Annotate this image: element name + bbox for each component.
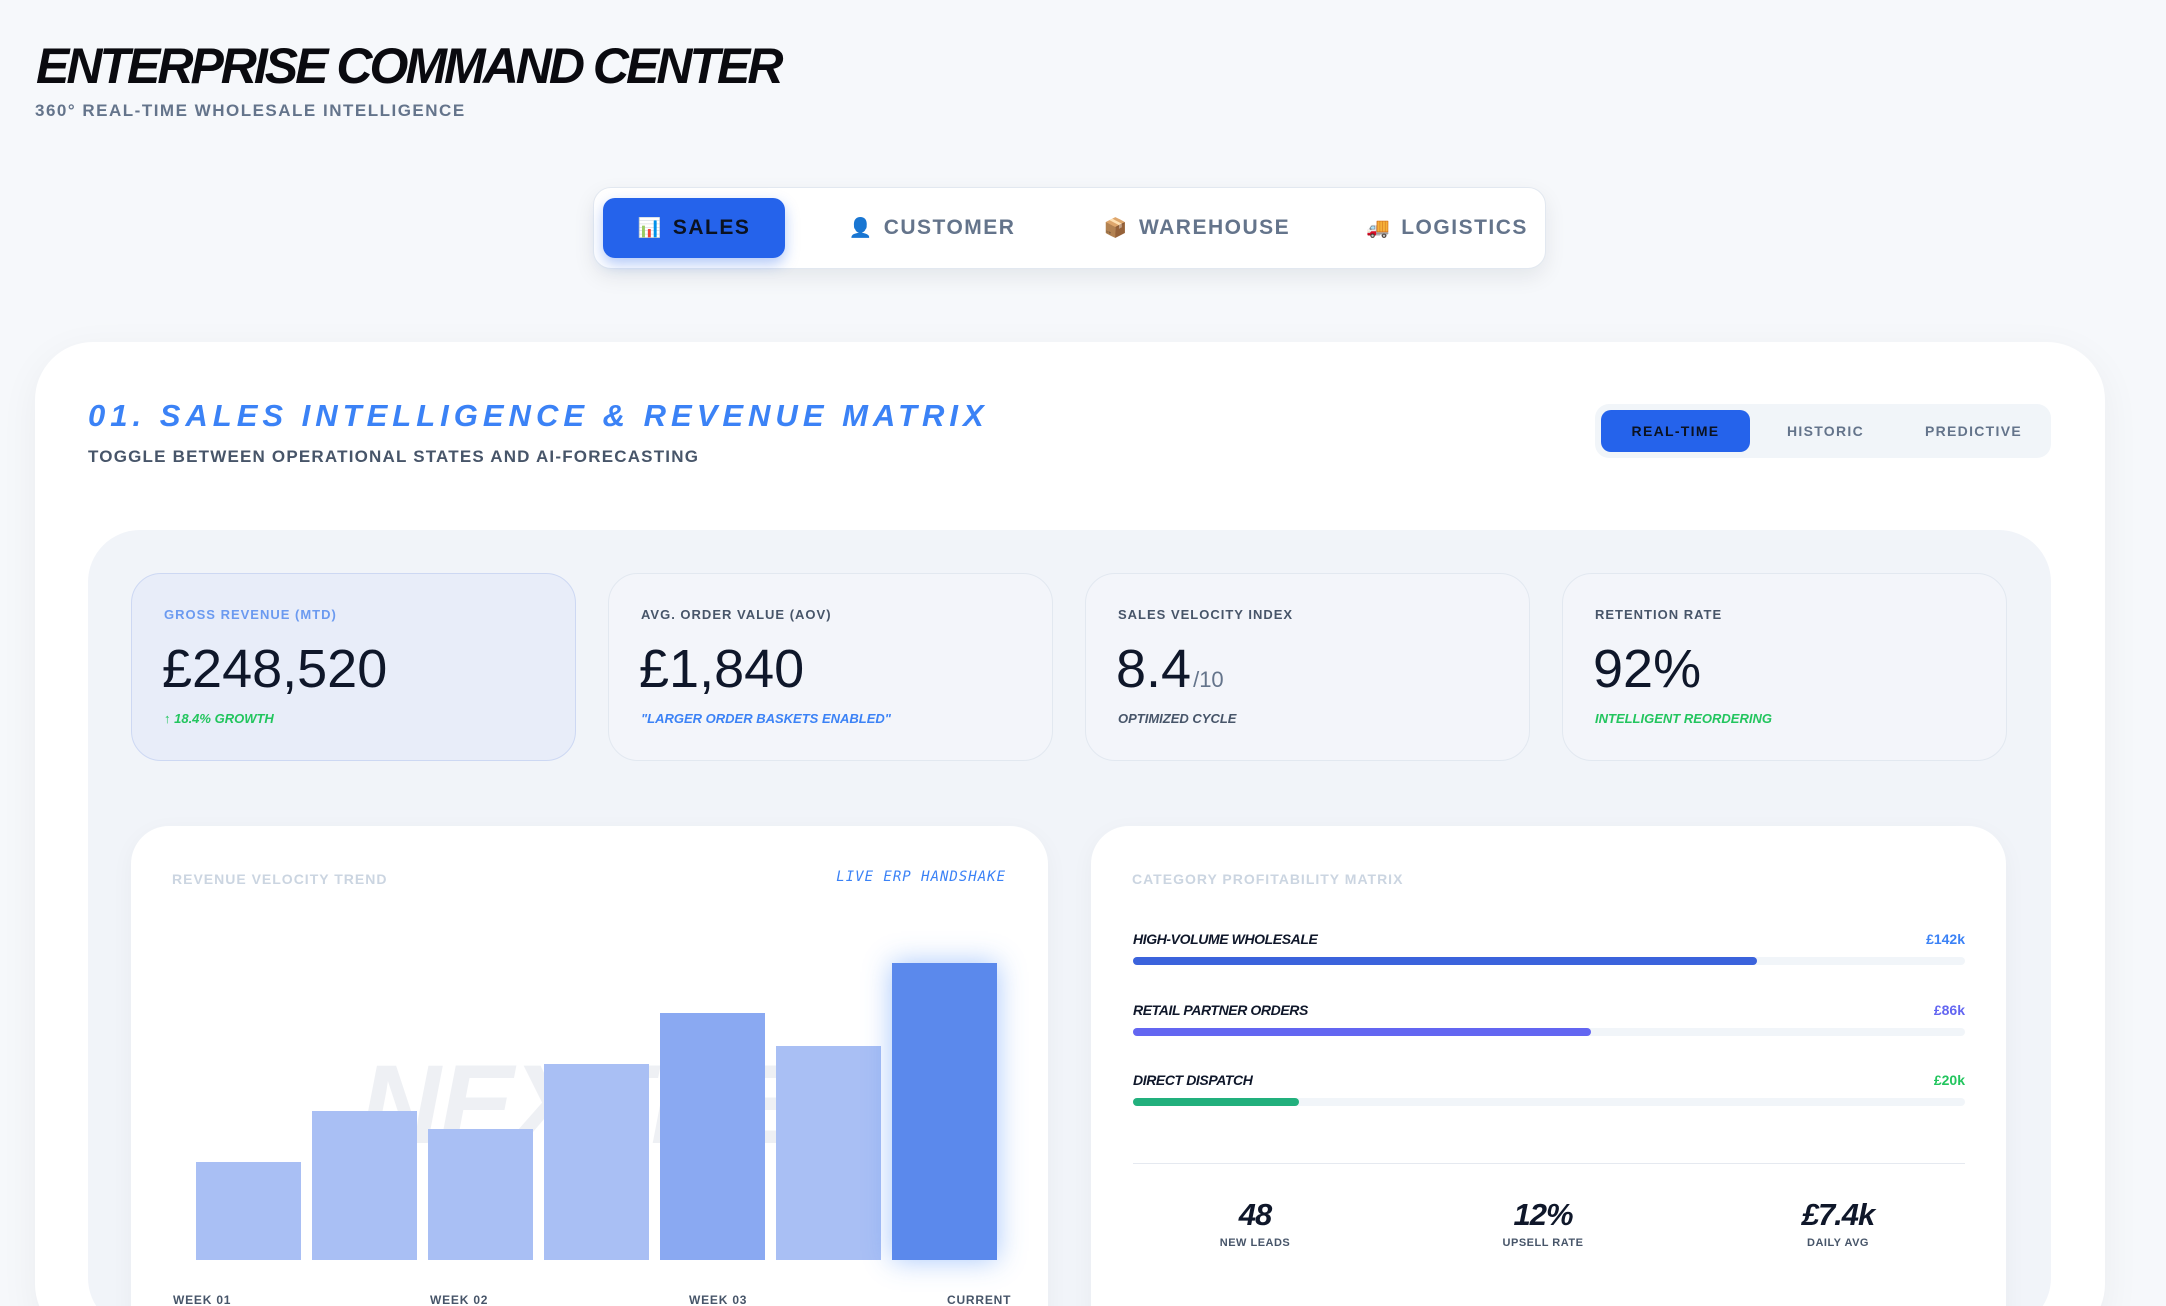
- user-icon: 👤: [848, 217, 874, 239]
- divider: [1133, 1163, 1965, 1164]
- kpi-value: 92%: [1593, 639, 1702, 699]
- category-value: £142k: [1926, 931, 1965, 947]
- page-subtitle: 360° REAL-TIME WHOLESALE INTELLIGENCE: [35, 101, 466, 120]
- tab-label: LOGISTICS: [1401, 216, 1528, 239]
- kpi-label: GROSS REVENUE (MTD): [164, 607, 337, 622]
- chart-title: REVENUE VELOCITY TREND: [172, 871, 388, 887]
- category-matrix-card: CATEGORY PROFITABILITY MATRIX: [1091, 826, 2006, 1306]
- stat-label: UPSELL RATE: [1502, 1237, 1584, 1249]
- x-tick-label: WEEK 01: [173, 1293, 232, 1306]
- kpi-card-aov[interactable]: AVG. ORDER VALUE (AOV) £1,840 "LARGER OR…: [608, 573, 1053, 761]
- category-name: DIRECT DISPATCH: [1133, 1072, 1253, 1088]
- tab-sales[interactable]: 📊 SALES: [603, 198, 785, 258]
- tab-warehouse[interactable]: 📦 WAREHOUSE: [1072, 198, 1322, 258]
- kpi-note: OPTIMIZED CYCLE: [1118, 711, 1237, 726]
- mode-realtime-button[interactable]: REAL-TIME: [1601, 410, 1750, 452]
- tab-customer[interactable]: 👤 CUSTOMER: [822, 198, 1042, 258]
- mode-historic-button[interactable]: HISTORIC: [1786, 423, 1865, 439]
- truck-icon: 🚚: [1366, 217, 1392, 239]
- category-fill: [1133, 957, 1757, 965]
- tab-label: WAREHOUSE: [1138, 216, 1291, 239]
- section-subtitle: TOGGLE BETWEEN OPERATIONAL STATES AND AI…: [88, 447, 700, 466]
- category-track: [1133, 1028, 1965, 1036]
- kpi-note: "LARGER ORDER BASKETS ENABLED": [641, 711, 891, 726]
- module-tabbar: 📊 SALES 👤 CUSTOMER 📦 WAREHOUSE 🚚 LOGISTI…: [593, 187, 1546, 269]
- revenue-bar[interactable]: [544, 1064, 649, 1260]
- stat-value: £7.4k: [1801, 1197, 1876, 1232]
- kpi-note: INTELLIGENT REORDERING: [1595, 711, 1772, 726]
- matrix-title: CATEGORY PROFITABILITY MATRIX: [1132, 871, 1404, 887]
- section-title: 01. SALES INTELLIGENCE & REVENUE MATRIX: [88, 398, 989, 433]
- stat-label: DAILY AVG: [1807, 1237, 1869, 1249]
- tab-label: SALES: [672, 216, 751, 239]
- stat-daily-avg: £7.4k DAILY AVG: [1748, 1195, 1928, 1249]
- stat-upsell-rate: 12% UPSELL RATE: [1453, 1195, 1633, 1249]
- x-tick-label: CURRENT: [947, 1293, 1012, 1306]
- kpi-card-retention[interactable]: RETENTION RATE 92% INTELLIGENT REORDERIN…: [1562, 573, 2007, 761]
- category-name: HIGH-VOLUME WHOLESALE: [1133, 931, 1318, 947]
- x-tick-label: WEEK 02: [430, 1293, 489, 1306]
- revenue-bar[interactable]: [776, 1046, 881, 1260]
- stat-label: NEW LEADS: [1219, 1237, 1291, 1249]
- x-tick-label: WEEK 03: [689, 1293, 748, 1306]
- category-name: RETAIL PARTNER ORDERS: [1133, 1002, 1308, 1018]
- kpi-note: ↑ 18.4% GROWTH: [164, 711, 274, 726]
- live-erp-tag: LIVE ERP HANDSHAKE: [836, 869, 1006, 885]
- revenue-bar[interactable]: [660, 1013, 765, 1260]
- stat-value: 12%: [1513, 1197, 1573, 1232]
- stat-value: 48: [1238, 1197, 1272, 1232]
- category-track: [1133, 957, 1965, 965]
- kpi-value: 8.4/10: [1116, 639, 1224, 699]
- category-track: [1133, 1098, 1965, 1106]
- stat-new-leads: 48 NEW LEADS: [1165, 1195, 1345, 1249]
- mode-predictive-button[interactable]: PREDICTIVE: [1924, 423, 2022, 439]
- kpi-card-sales-velocity[interactable]: SALES VELOCITY INDEX 8.4/10 OPTIMIZED CY…: [1085, 573, 1530, 761]
- revenue-bar-current[interactable]: [892, 963, 997, 1260]
- category-fill: [1133, 1028, 1591, 1036]
- package-icon: 📦: [1103, 217, 1129, 239]
- kpi-card-gross-revenue[interactable]: GROSS REVENUE (MTD) £248,520 ↑ 18.4% GRO…: [131, 573, 576, 761]
- category-fill: [1133, 1098, 1300, 1106]
- page-title: ENTERPRISE COMMAND CENTER: [36, 38, 783, 94]
- category-value: £86k: [1933, 1002, 1965, 1018]
- kpi-value: £1,840: [639, 639, 805, 699]
- kpi-label: AVG. ORDER VALUE (AOV): [641, 607, 832, 622]
- tab-logistics[interactable]: 🚚 LOGISTICS: [1347, 198, 1547, 258]
- revenue-bar[interactable]: [312, 1111, 417, 1260]
- category-value: £20k: [1933, 1072, 1965, 1088]
- revenue-bar[interactable]: [428, 1129, 533, 1260]
- kpi-label: RETENTION RATE: [1595, 607, 1723, 622]
- revenue-bar[interactable]: [196, 1162, 301, 1260]
- tab-label: CUSTOMER: [883, 216, 1016, 239]
- kpi-label: SALES VELOCITY INDEX: [1118, 607, 1294, 622]
- kpi-value: £248,520: [162, 639, 388, 699]
- bar-chart-icon: 📊: [637, 217, 663, 239]
- mode-toggle: REAL-TIME HISTORIC PREDICTIVE: [1595, 404, 2051, 458]
